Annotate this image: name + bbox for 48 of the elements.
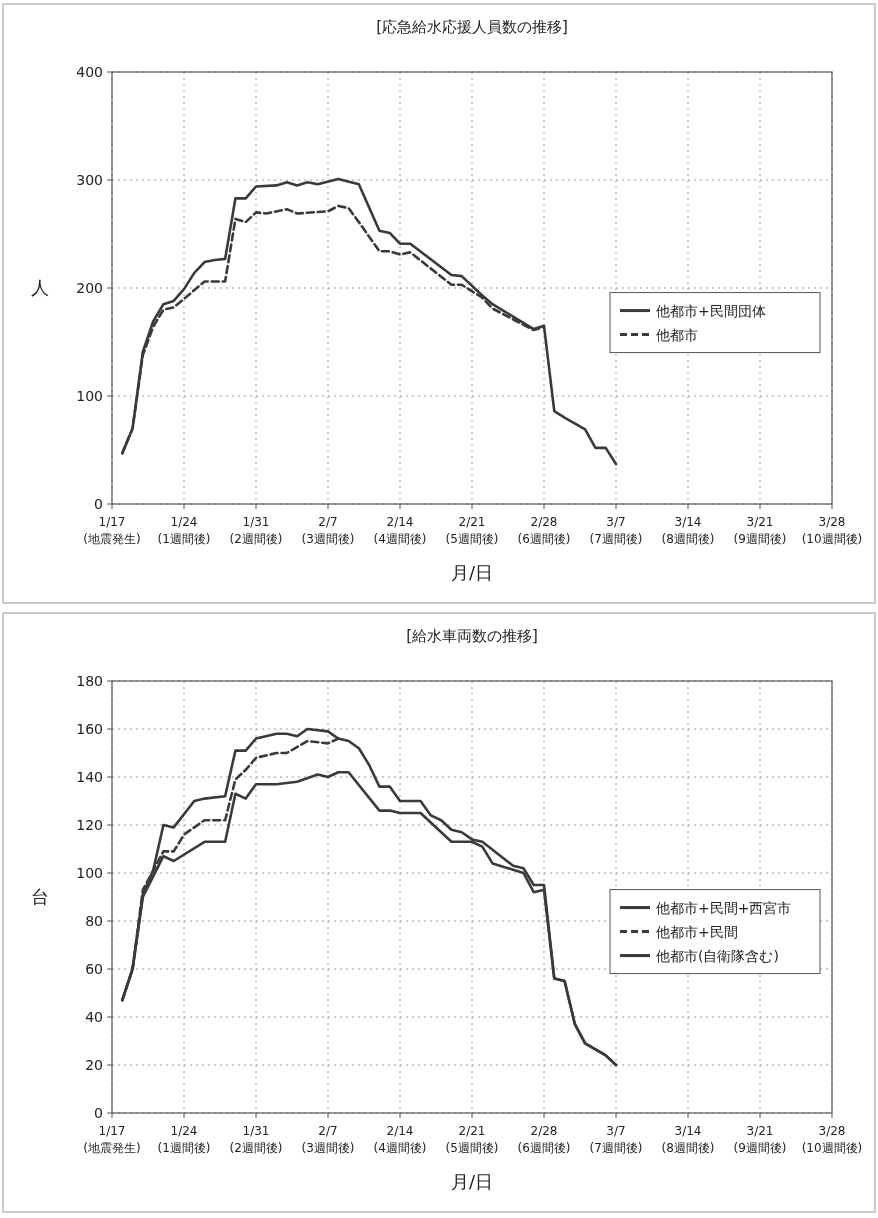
- chart-title: [応急給水応援人員数の推移]: [376, 18, 568, 36]
- x-axis-title: 月/日: [450, 562, 494, 583]
- x-tick-label: 2/21 (5週間後): [445, 515, 499, 546]
- x-tick-label: 3/7 (7週間後): [589, 1124, 643, 1155]
- legend-label: 他都市+民間+西宮市: [656, 899, 792, 916]
- y-tick-label: 160: [76, 721, 103, 737]
- x-axis-title: 月/日: [450, 1171, 494, 1192]
- y-tick-label: 20: [85, 1057, 103, 1073]
- y-tick-label: 80: [85, 913, 103, 929]
- y-tick-label: 400: [76, 64, 103, 80]
- x-tick-label: 3/28 (10週間後): [801, 515, 863, 546]
- legend-label: 他都市+民間団体: [656, 302, 766, 319]
- y-tick-label: 180: [76, 673, 103, 689]
- x-tick-label: 2/7 (3週間後): [301, 515, 355, 546]
- x-tick-label: 3/21 (9週間後): [733, 515, 787, 546]
- y-tick-label: 40: [85, 1009, 103, 1025]
- x-tick-label: 1/24 (1週間後): [157, 515, 211, 546]
- y-tick-label: 100: [76, 865, 103, 881]
- x-tick-label: 1/24 (1週間後): [157, 1124, 211, 1155]
- x-tick-label: 2/14 (4週間後): [373, 515, 427, 546]
- y-tick-label: 0: [94, 496, 103, 512]
- x-tick-label: 2/28 (6週間後): [517, 515, 571, 546]
- x-tick-label: 2/14 (4週間後): [373, 1124, 427, 1155]
- legend-label: 他都市: [656, 326, 698, 343]
- y-tick-label: 140: [76, 769, 103, 785]
- legend-label: 他都市+民間: [656, 923, 738, 940]
- y-tick-label: 60: [85, 961, 103, 977]
- y-tick-label: 0: [94, 1105, 103, 1121]
- y-axis-title: 台: [31, 886, 49, 907]
- legend-label: 他都市(自衛隊含む): [656, 947, 779, 964]
- y-tick-label: 100: [76, 388, 103, 404]
- x-tick-label: 2/7 (3週間後): [301, 1124, 355, 1155]
- y-tick-label: 200: [76, 280, 103, 296]
- x-tick-label: 3/14 (8週間後): [661, 515, 715, 546]
- x-tick-label: 1/31 (2週間後): [229, 515, 283, 546]
- x-tick-label: 3/14 (8週間後): [661, 1124, 715, 1155]
- x-tick-label: 2/21 (5週間後): [445, 1124, 499, 1155]
- x-tick-label: 2/28 (6週間後): [517, 1124, 571, 1155]
- x-tick-label: 3/21 (9週間後): [733, 1124, 787, 1155]
- chart-title: [給水車両数の推移]: [406, 627, 538, 645]
- y-axis-title: 人: [31, 277, 49, 298]
- x-tick-label: 3/28 (10週間後): [801, 1124, 863, 1155]
- x-tick-label: 1/31 (2週間後): [229, 1124, 283, 1155]
- x-tick-label: 3/7 (7週間後): [589, 515, 643, 546]
- x-tick-label: 1/17 (地震発生): [83, 515, 141, 546]
- y-tick-label: 120: [76, 817, 103, 833]
- x-tick-label: 1/17 (地震発生): [83, 1124, 141, 1155]
- y-tick-label: 300: [76, 172, 103, 188]
